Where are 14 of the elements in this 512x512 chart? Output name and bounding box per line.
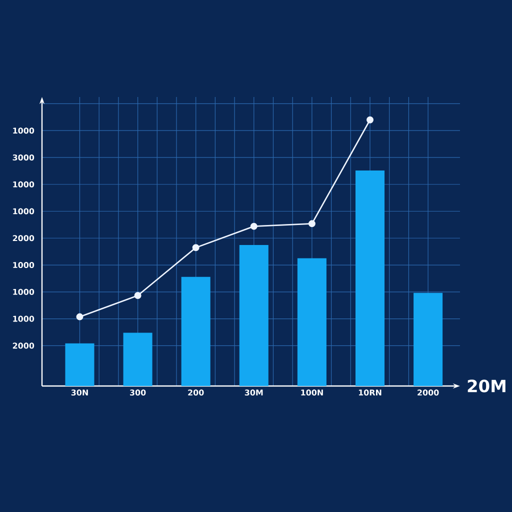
bar bbox=[239, 244, 268, 386]
point bbox=[134, 292, 142, 300]
x-axis-title: 20M bbox=[468, 380, 506, 392]
bar bbox=[297, 258, 326, 386]
bar bbox=[181, 276, 210, 386]
bar bbox=[414, 292, 443, 386]
bar bbox=[355, 170, 385, 386]
point bbox=[192, 244, 200, 252]
bar bbox=[123, 332, 152, 386]
point bbox=[308, 220, 316, 228]
point bbox=[366, 116, 374, 124]
point bbox=[250, 222, 258, 230]
point bbox=[76, 313, 84, 320]
bar bbox=[65, 343, 94, 386]
